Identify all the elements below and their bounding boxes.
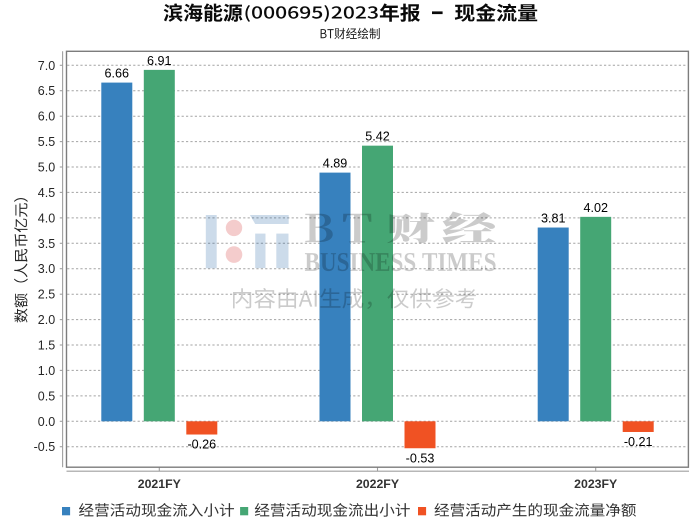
svg-text:4.89: 4.89 — [323, 157, 348, 171]
svg-text:5.42: 5.42 — [365, 130, 390, 144]
svg-text:6.91: 6.91 — [147, 54, 172, 68]
svg-text:-0.26: -0.26 — [187, 438, 216, 452]
svg-text:5.5: 5.5 — [38, 135, 55, 149]
svg-text:2.0: 2.0 — [38, 313, 55, 327]
svg-text:1.5: 1.5 — [38, 339, 55, 353]
svg-text:-0.21: -0.21 — [624, 435, 653, 449]
svg-text:5.0: 5.0 — [38, 161, 55, 175]
svg-text:1.0: 1.0 — [38, 364, 55, 378]
svg-text:4.0: 4.0 — [38, 211, 55, 225]
svg-text:7.0: 7.0 — [38, 59, 55, 73]
svg-text:-0.53: -0.53 — [406, 452, 435, 466]
svg-text:4.02: 4.02 — [583, 201, 608, 215]
svg-text:2021FY: 2021FY — [138, 477, 181, 491]
svg-text:6.66: 6.66 — [105, 67, 130, 81]
svg-text:3.0: 3.0 — [38, 262, 55, 276]
svg-text:0.5: 0.5 — [38, 389, 55, 403]
svg-text:-0.5: -0.5 — [34, 440, 56, 454]
svg-text:6.5: 6.5 — [38, 84, 55, 98]
svg-text:2022FY: 2022FY — [356, 477, 399, 491]
svg-text:3.5: 3.5 — [38, 237, 55, 251]
svg-text:0.0: 0.0 — [38, 415, 55, 429]
svg-text:2.5: 2.5 — [38, 288, 55, 302]
svg-text:6.0: 6.0 — [38, 110, 55, 124]
svg-text:3.81: 3.81 — [541, 212, 566, 226]
svg-text:4.5: 4.5 — [38, 186, 55, 200]
svg-text:2023FY: 2023FY — [574, 477, 617, 491]
